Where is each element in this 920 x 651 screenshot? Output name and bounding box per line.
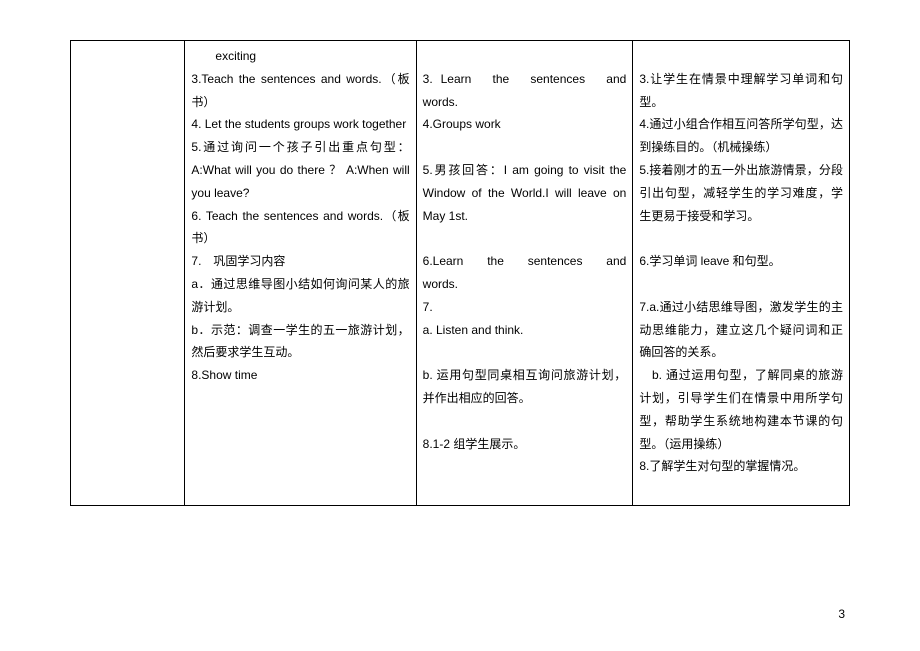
line: 4.通过小组合作相互问答所学句型，达到操练目的。（机械操练）	[639, 113, 843, 159]
line: 8.Show time	[191, 364, 409, 387]
cell-col2: exciting 3.Teach the sentences and words…	[185, 41, 416, 506]
line: 4.Groups work	[423, 113, 627, 136]
line	[423, 136, 627, 159]
line: 5.通过询问一个孩子引出重点句型：A:What will you do ther…	[191, 136, 409, 204]
line	[639, 227, 843, 250]
line: 7.	[423, 296, 627, 319]
page-number: 3	[838, 607, 845, 621]
line	[423, 45, 627, 68]
line	[423, 341, 627, 364]
line: 6.学习单词 leave 和句型。	[639, 250, 843, 273]
line: b. 运用句型同桌相互询问旅游计划，并作出相应的回答。	[423, 364, 627, 410]
cell-col3: 3. Learn the sentences and words. 4.Grou…	[416, 41, 633, 506]
lesson-table: exciting 3.Teach the sentences and words…	[70, 40, 850, 506]
table-row: exciting 3.Teach the sentences and words…	[71, 41, 850, 506]
line	[639, 45, 843, 68]
line: 3.Teach the sentences and words.（板书）	[191, 68, 409, 114]
line: 3. Learn the sentences and words.	[423, 68, 627, 114]
line: 4. Let the students groups work together	[191, 113, 409, 136]
line: 8.了解学生对句型的掌握情况。	[639, 455, 843, 478]
page-container: exciting 3.Teach the sentences and words…	[0, 0, 920, 506]
line: b. 通过运用句型，了解同桌的旅游计划，引导学生们在情景中用所学句型，帮助学生系…	[639, 364, 843, 455]
line: 8.1-2 组学生展示。	[423, 433, 627, 456]
line: 6.Learn the sentences and words.	[423, 250, 627, 296]
line: 7.a.通过小结思维导图，激发学生的主动思维能力，建立这几个疑问词和正确回答的关…	[639, 296, 843, 364]
line: 5.接着刚才的五一外出旅游情景，分段引出句型，减轻学生的学习难度，学生更易于接受…	[639, 159, 843, 227]
line: 3.让学生在情景中理解学习单词和句型。	[639, 68, 843, 114]
line	[639, 273, 843, 296]
line: a. Listen and think.	[423, 319, 627, 342]
line: 7. 巩固学习内容	[191, 250, 409, 273]
line	[423, 410, 627, 433]
cell-col4: 3.让学生在情景中理解学习单词和句型。 4.通过小组合作相互问答所学句型，达到操…	[633, 41, 850, 506]
line: 6. Teach the sentences and words.（板书）	[191, 205, 409, 251]
line	[423, 227, 627, 250]
line: 5.男孩回答：I am going to visit the Window of…	[423, 159, 627, 227]
line	[639, 478, 843, 501]
line: exciting	[191, 45, 409, 68]
line: a．通过思维导图小结如何询问某人的旅游计划。	[191, 273, 409, 319]
line: b．示范：调查一学生的五一旅游计划，然后要求学生互动。	[191, 319, 409, 365]
cell-col1	[71, 41, 185, 506]
